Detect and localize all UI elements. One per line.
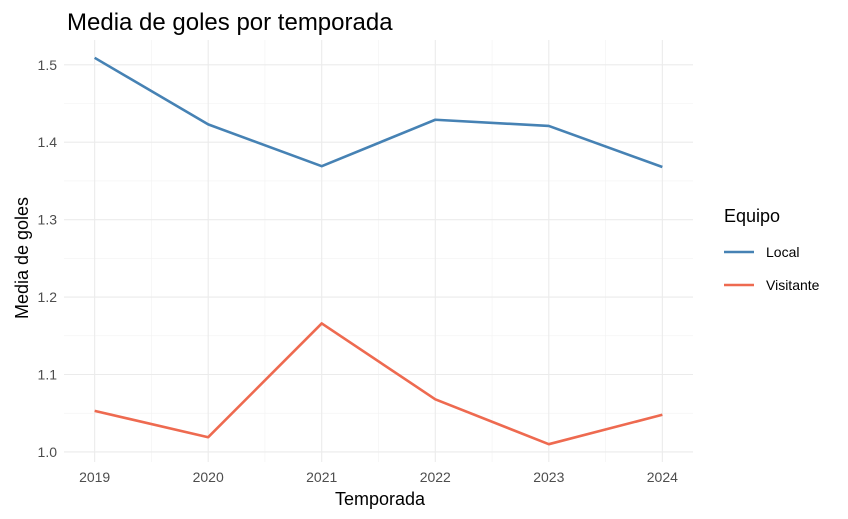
x-tick-label: 2022 bbox=[420, 469, 451, 485]
x-tick-label: 2019 bbox=[79, 469, 110, 485]
y-tick-label: 1.2 bbox=[38, 289, 58, 305]
series-line-visitante bbox=[94, 322, 663, 446]
legend-title: Equipo bbox=[724, 206, 780, 226]
y-tick-label: 1.1 bbox=[38, 367, 58, 383]
x-tick-label: 2023 bbox=[533, 469, 564, 485]
plot-grid bbox=[64, 40, 693, 462]
plot-series bbox=[93, 56, 663, 446]
legend: Equipo Local Visitante bbox=[724, 206, 820, 293]
y-tick-label: 1.0 bbox=[38, 444, 58, 460]
axis-ticks: 2019 2020 2021 2022 2023 2024 1.0 1.1 1.2 1.3 1.4 1… bbox=[38, 57, 679, 485]
x-tick-label: 2021 bbox=[306, 469, 337, 485]
x-axis-title: Temporada bbox=[335, 489, 426, 509]
y-tick-label: 1.4 bbox=[38, 134, 58, 150]
legend-label-local: Local bbox=[766, 244, 799, 260]
y-tick-label: 1.3 bbox=[38, 212, 58, 228]
y-axis-title: Media de goles bbox=[12, 197, 32, 319]
series-line-local bbox=[93, 56, 663, 169]
y-tick-label: 1.5 bbox=[38, 57, 58, 73]
legend-label-visitante: Visitante bbox=[766, 277, 820, 293]
chart-title: Media de goles por temporada bbox=[67, 9, 393, 36]
x-tick-label: 2020 bbox=[193, 469, 224, 485]
x-tick-label: 2024 bbox=[647, 469, 678, 485]
